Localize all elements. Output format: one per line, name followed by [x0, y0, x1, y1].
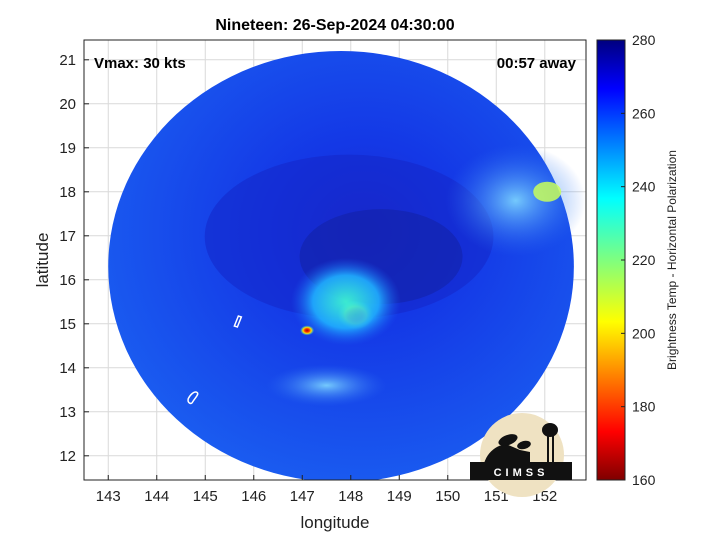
colorbar-tick-label: 280: [632, 32, 656, 48]
plot-area: [84, 40, 586, 480]
x-tick-label: 143: [96, 488, 121, 505]
brightness-temperature-swath: [108, 51, 586, 480]
y-axis: 21 20 19 18 17 16 15 14 13 12: [59, 52, 89, 465]
vmax-annotation: Vmax: 30 kts: [94, 55, 186, 72]
convection-mark: [290, 257, 401, 346]
logo-small-dish-icon: [517, 440, 531, 450]
x-tick-label: 146: [241, 488, 266, 505]
outer-band-mark: [266, 364, 387, 407]
colorbar-scale: [596, 39, 626, 481]
plot-frame: [83, 39, 587, 481]
colorbar-tick-label: 260: [632, 105, 656, 121]
logo-tower-leg: [552, 435, 554, 465]
y-tick-label: 20: [59, 96, 76, 113]
time-away-annotation: 00:57 away: [497, 55, 577, 72]
logo-text: CIMSS: [494, 467, 549, 479]
y-tick-label: 13: [59, 404, 76, 421]
colorbar-tick-label: 160: [632, 472, 656, 488]
logo-banner: [470, 462, 572, 480]
y-tick-label: 17: [59, 228, 76, 245]
y-tick-label: 19: [59, 140, 76, 157]
x-axis-label: longitude: [300, 513, 369, 532]
cimss-logo: CIMSS: [470, 413, 572, 497]
y-tick-label: 21: [59, 52, 76, 69]
secondary-cold-spot: [300, 325, 315, 336]
logo-water-tower-icon: [542, 423, 558, 437]
x-tick-label: 150: [435, 488, 460, 505]
x-axis: 143 144 145 146 147 148 149 150 151 152: [96, 475, 557, 505]
y-tick-label: 15: [59, 316, 76, 333]
colorbar-tick-label: 240: [632, 179, 656, 195]
island-outline: [233, 315, 243, 328]
logo-tower-leg: [547, 435, 549, 465]
y-tick-label: 16: [59, 272, 76, 289]
north-east-cell: [533, 181, 562, 202]
colorbar-tick-label: 200: [632, 325, 656, 341]
colorbar-ticks: 280 260 240 220 200 180 160: [621, 32, 656, 488]
logo-dish-icon: [498, 434, 518, 446]
colorbar-tick-label: 180: [632, 399, 656, 415]
colorbar-label: Brightness Temp - Horizontal Polarizatio…: [665, 150, 679, 370]
x-tick-label: 144: [144, 488, 169, 505]
y-tick-label: 12: [59, 448, 76, 465]
x-tick-label: 148: [338, 488, 363, 505]
y-axis-label: latitude: [33, 233, 52, 288]
chart-title: Nineteen: 26-Sep-2024 04:30:00: [215, 17, 454, 34]
x-tick-label: 151: [484, 488, 509, 505]
north-east-band-mark: [445, 144, 586, 257]
y-tick-label: 18: [59, 184, 76, 201]
island-outline: [187, 391, 199, 405]
x-tick-label: 149: [387, 488, 412, 505]
x-tick-label: 145: [193, 488, 218, 505]
colorbar-tick-label: 220: [632, 252, 656, 268]
colorbar: 280 260 240 220 200 180 160 Brightness Temp - …: [596, 32, 679, 488]
x-tick-label: 147: [290, 488, 315, 505]
y-tick-label: 14: [59, 360, 76, 377]
